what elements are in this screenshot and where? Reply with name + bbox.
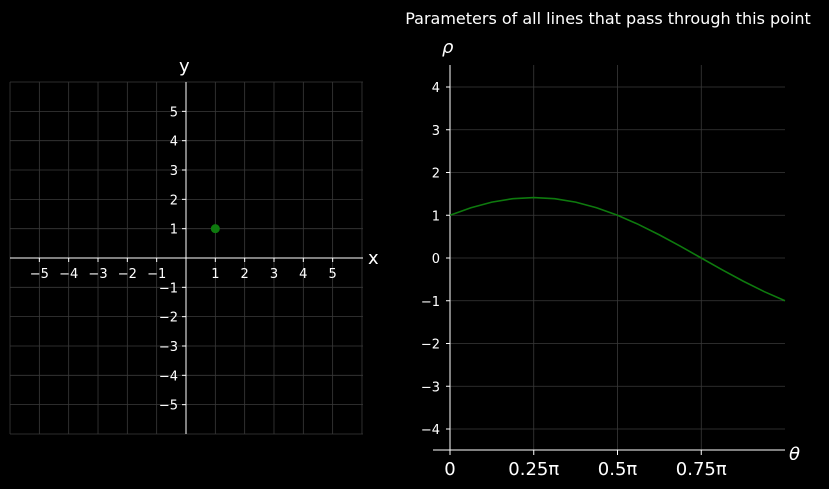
right-x-tick-label: 0.5π	[598, 459, 638, 480]
right-y-axis-label: ρ	[442, 37, 454, 58]
right-x-axis-label: θ	[789, 444, 800, 465]
left-x-axis-label: x	[368, 248, 379, 269]
left-y-tick-label: −3	[159, 340, 178, 355]
left-x-tick-label: 2	[241, 267, 249, 282]
left-y-tick-label: −1	[159, 281, 178, 296]
right-x-tick-label: 0.75π	[676, 459, 727, 480]
left-x-tick-label: −4	[59, 267, 78, 282]
left-x-tick-label: 3	[270, 267, 278, 282]
data-point	[210, 224, 220, 234]
left-x-tick-label: −5	[30, 267, 49, 282]
right-y-tick-label: −3	[421, 380, 440, 395]
left-x-tick-label: 5	[329, 267, 337, 282]
right-y-tick-label: 4	[432, 81, 440, 96]
right-y-tick-label: −4	[421, 423, 440, 438]
right-y-tick-label: 0	[432, 252, 440, 267]
right-y-tick-label: −2	[421, 338, 440, 353]
left-x-tick-label: 1	[211, 267, 219, 282]
left-y-tick-label: −5	[159, 399, 178, 414]
right-y-tick-label: −1	[421, 295, 440, 310]
left-x-tick-label: 4	[299, 267, 307, 282]
right-y-tick-label: 3	[432, 124, 440, 139]
left-y-tick-labels: 5 4 3 2 1 −1 −2 −3 −4 −5	[159, 105, 186, 414]
rho-theta-curve	[449, 196, 786, 302]
left-y-tick-label: −4	[159, 369, 178, 384]
left-x-tick-labels: −5 −4 −3 −2 −1 1 2 3 4 5	[30, 258, 337, 282]
left-y-tick-label: 2	[170, 193, 178, 208]
left-x-tick-label: −1	[147, 267, 166, 282]
left-x-tick-label: −3	[88, 267, 107, 282]
left-y-tick-label: −2	[159, 311, 178, 326]
left-x-tick-label: −2	[118, 267, 137, 282]
right-chart-title: Parameters of all lines that pass throug…	[405, 9, 811, 28]
right-x-tick-labels: 0 0.25π 0.5π 0.75π	[444, 450, 727, 480]
left-y-tick-label: 4	[170, 135, 178, 150]
right-y-tick-labels: 4 3 2 1 0 −1 −2 −3 −4	[421, 81, 450, 438]
right-x-tick-label: 0	[444, 459, 455, 480]
right-y-tick-label: 2	[432, 167, 440, 182]
left-y-tick-label: 3	[170, 164, 178, 179]
left-y-tick-label: 1	[170, 223, 178, 238]
left-y-axis-label: y	[179, 56, 190, 77]
right-y-tick-label: 1	[432, 209, 440, 224]
left-y-tick-label: 5	[170, 105, 178, 120]
left-points	[210, 224, 220, 234]
right-x-tick-label: 0.25π	[508, 459, 559, 480]
